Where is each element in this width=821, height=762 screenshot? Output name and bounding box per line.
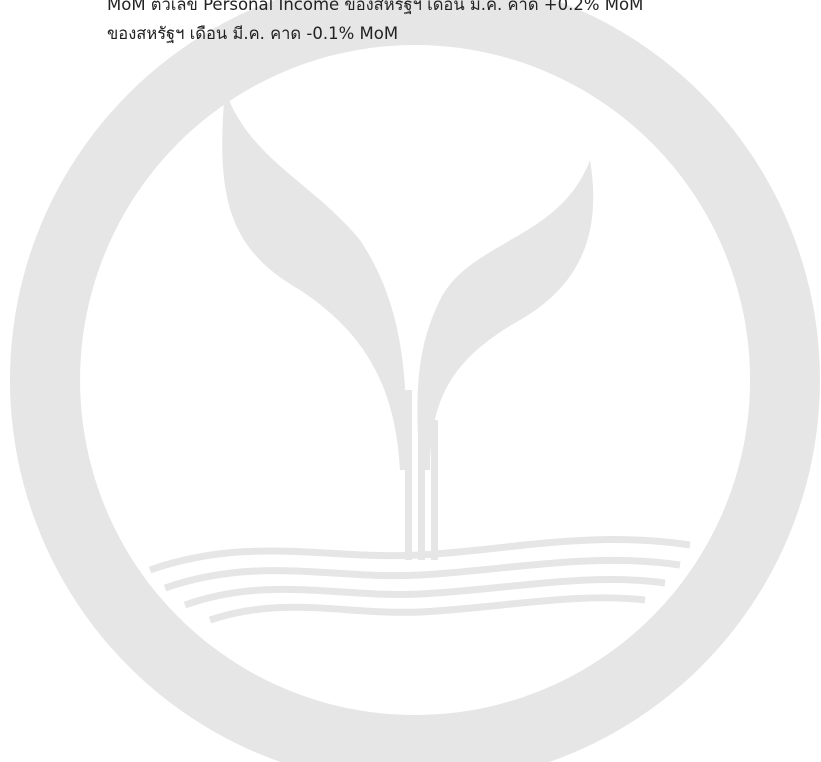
right-leaf — [417, 160, 594, 470]
wave — [163, 556, 681, 592]
wave — [183, 576, 666, 609]
text-block: MoM ตัวเลข Personal Income ของสหรัฐฯ เดื… — [107, 0, 821, 48]
wave — [148, 536, 691, 574]
stem — [431, 420, 438, 560]
stem — [405, 390, 412, 560]
ring — [9, 0, 820, 762]
stem — [418, 400, 425, 560]
text-line: ของสหรัฐฯ เดือน มี.ค. คาด -0.1% MoM — [107, 24, 399, 43]
text-line: MoM ตัวเลข Personal Income ของสหรัฐฯ เดื… — [107, 0, 644, 14]
wave — [208, 594, 646, 624]
left-leaf — [222, 90, 407, 470]
